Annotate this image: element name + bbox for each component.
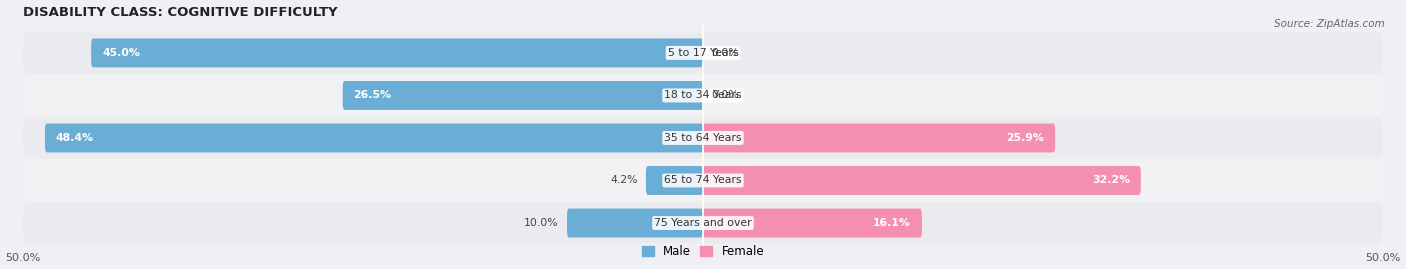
Text: 4.2%: 4.2% [610, 175, 638, 186]
Text: DISABILITY CLASS: COGNITIVE DIFFICULTY: DISABILITY CLASS: COGNITIVE DIFFICULTY [22, 6, 337, 19]
FancyBboxPatch shape [703, 166, 1140, 195]
FancyBboxPatch shape [567, 208, 703, 238]
FancyBboxPatch shape [703, 208, 922, 238]
Text: 5 to 17 Years: 5 to 17 Years [668, 48, 738, 58]
Text: 48.4%: 48.4% [56, 133, 94, 143]
FancyBboxPatch shape [91, 38, 703, 67]
FancyBboxPatch shape [22, 75, 1384, 116]
Legend: Male, Female: Male, Female [637, 240, 769, 263]
FancyBboxPatch shape [22, 33, 1384, 73]
FancyBboxPatch shape [343, 81, 703, 110]
Text: 35 to 64 Years: 35 to 64 Years [664, 133, 742, 143]
FancyBboxPatch shape [22, 118, 1384, 158]
Text: 65 to 74 Years: 65 to 74 Years [664, 175, 742, 186]
Text: 0.0%: 0.0% [711, 48, 740, 58]
Text: 75 Years and over: 75 Years and over [654, 218, 752, 228]
FancyBboxPatch shape [45, 123, 703, 153]
Text: Source: ZipAtlas.com: Source: ZipAtlas.com [1274, 19, 1385, 29]
Text: 26.5%: 26.5% [353, 90, 392, 100]
Text: 10.0%: 10.0% [524, 218, 558, 228]
FancyBboxPatch shape [22, 160, 1384, 201]
Text: 18 to 34 Years: 18 to 34 Years [664, 90, 742, 100]
Text: 0.0%: 0.0% [711, 90, 740, 100]
Text: 16.1%: 16.1% [873, 218, 911, 228]
Text: 45.0%: 45.0% [103, 48, 141, 58]
FancyBboxPatch shape [22, 203, 1384, 243]
FancyBboxPatch shape [645, 166, 703, 195]
FancyBboxPatch shape [703, 123, 1054, 153]
Text: 25.9%: 25.9% [1007, 133, 1045, 143]
Text: 32.2%: 32.2% [1092, 175, 1130, 186]
